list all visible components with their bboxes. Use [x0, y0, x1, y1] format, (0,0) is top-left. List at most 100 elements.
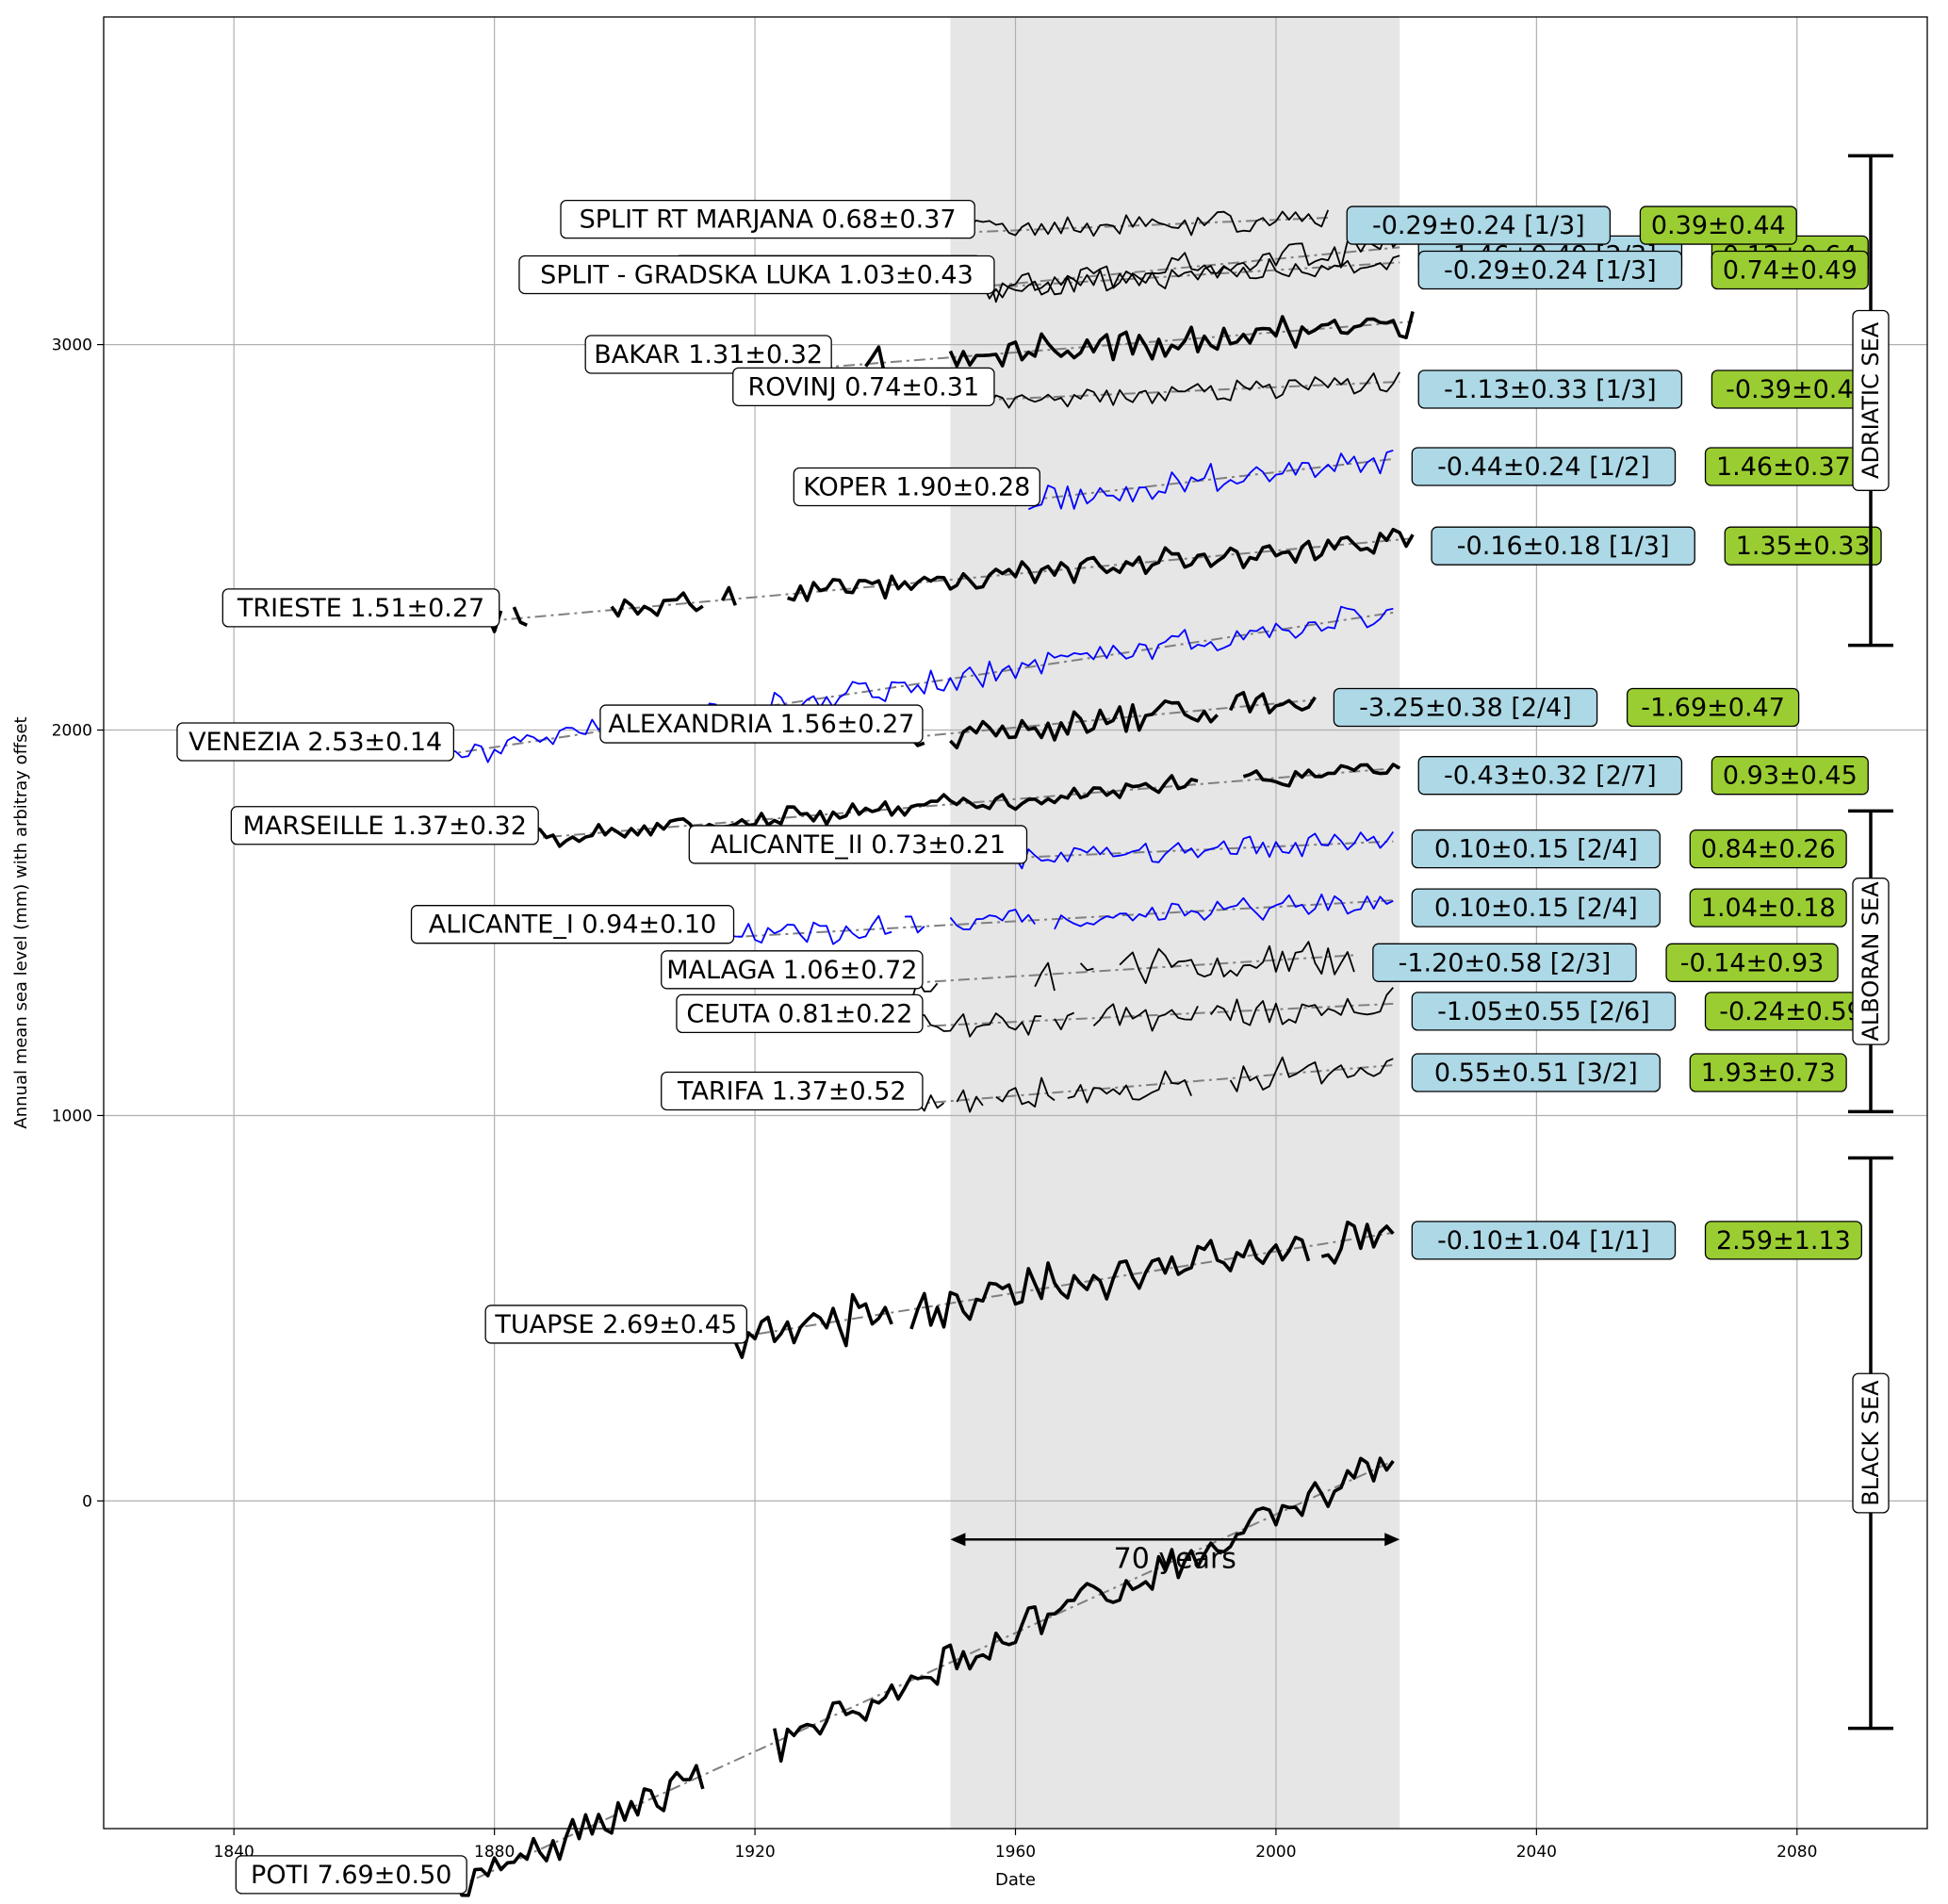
trend-badge-text: 0.10±0.15 [2/4] [1434, 894, 1638, 923]
recent-trend-badge: 0.39±0.44 [1639, 205, 1797, 245]
region-bracket: ADRIATIC SEA [1848, 154, 1893, 648]
station-label-box [688, 825, 1028, 864]
station-label-text: BAKAR 1.31±0.32 [594, 340, 823, 369]
series-line [982, 371, 1400, 409]
series-line [1027, 449, 1394, 511]
station-label: TUAPSE 2.69±0.45 [484, 1305, 747, 1344]
trend-badge-text: -0.44±0.24 [1/2] [1437, 452, 1650, 482]
station-label-box [221, 588, 500, 628]
x-tick-label: 2080 [1776, 1843, 1817, 1862]
x-axis-title: Date [995, 1870, 1036, 1890]
recent-trend-badge: 1.35±0.33 [1724, 526, 1882, 566]
recent-trend-badge: -0.39±0.45 [1711, 369, 1885, 409]
recent-trend-badge-box [1711, 250, 1869, 290]
station-label-text: SPLIT RT MARJANA 0.68±0.37 [580, 205, 957, 235]
station-label-box [518, 254, 995, 295]
recent-trend-badge-text: -0.24±0.59 [1719, 997, 1863, 1026]
trend-badge-text: -0.10±1.04 [1/1] [1437, 1226, 1650, 1256]
station-label: TARIFA 1.37±0.52 [661, 1071, 924, 1111]
station-label-box [732, 367, 995, 407]
region-bracket: BLACK SEA [1848, 1156, 1893, 1731]
shaded-period-layer [950, 17, 1400, 1829]
span-label: 70 years [1114, 1542, 1236, 1575]
recent-trend-badge-box [1665, 943, 1839, 982]
series-line [910, 941, 1355, 1003]
recent-trend-badge: -0.14±0.93 [1665, 943, 1839, 982]
station-label-text: POTI 7.69±0.50 [251, 1861, 451, 1890]
station-label: VENEZIA 2.53±0.14 [176, 722, 455, 762]
shaded-period [950, 17, 1400, 1829]
trend-badge: -0.29±0.24 [1/3] [1346, 205, 1612, 245]
series-line [525, 763, 1401, 848]
trend-badge-text: -3.25±0.38 [2/4] [1359, 693, 1572, 722]
recent-trend-badge: 0.84±0.26 [1689, 829, 1847, 869]
station-label-box [599, 704, 924, 744]
station-label-box [661, 1071, 924, 1111]
recent-trend-badge: 0.93±0.45 [1711, 756, 1869, 796]
axes-layer: 1840 1880 1920 1960 2000 2040 2080010002000300… [52, 16, 1928, 1862]
station-label: BAKAR 1.31±0.32 [584, 335, 832, 374]
trend-badge-box [1333, 687, 1598, 728]
trend-badge-text: -0.16±0.18 [1/3] [1457, 532, 1670, 561]
station-label-box [676, 993, 924, 1034]
station-label-box [230, 806, 539, 845]
plot-frame [103, 16, 1928, 1830]
labels-layer: DUBROVNIK 1.59±0.41-1.46±0.49 [2/3]0.12±… [176, 199, 1885, 1895]
trend-badge-box [1411, 1221, 1677, 1260]
y-tick-label: 1000 [52, 1107, 92, 1125]
y-tick-label: 0 [82, 1492, 92, 1511]
series-line [453, 1456, 1395, 1897]
station-label-text: ALEXANDRIA 1.56±0.27 [608, 710, 914, 739]
y-axis-title: Annual mean sea level (mm) with arbitray… [11, 716, 31, 1128]
trend-badge-box [1411, 1053, 1661, 1092]
station-label-text: SPLIT - GRADSKA LUKA 1.03±0.43 [540, 260, 974, 289]
recent-trend-badge: -0.24±0.59 [1704, 992, 1878, 1031]
region-label-box [1852, 309, 1890, 491]
recent-trend-badge-text: -0.14±0.93 [1680, 948, 1825, 977]
trend-badge-box [1417, 756, 1683, 796]
trend-badge-box [1411, 992, 1677, 1031]
series-line [721, 894, 1394, 945]
region-label-box [1852, 1372, 1890, 1514]
trend-badge-text: -0.29±0.24 [1/3] [1444, 256, 1657, 286]
trend-badge: -0.44±0.24 [1/2] [1411, 447, 1677, 486]
trend-badge: -0.16±0.18 [1/3] [1431, 526, 1695, 566]
trend-badge-text: -1.20±0.58 [2/3] [1399, 948, 1612, 977]
trend-line [982, 261, 1400, 289]
trend-badge: 0.10±0.15 [2/4] [1411, 888, 1661, 927]
station-label-box [484, 1305, 747, 1344]
x-tick-label: 1960 [995, 1843, 1036, 1862]
recent-trend-badge-text: 1.04±0.18 [1701, 894, 1836, 923]
series-line [486, 527, 1415, 633]
recent-trend-badge-text: 0.74±0.49 [1723, 256, 1858, 286]
recent-trend-badge-text: 1.93±0.73 [1701, 1059, 1836, 1088]
series-layer [441, 209, 1415, 1897]
trend-badge: -3.25±0.38 [2/4] [1333, 687, 1598, 728]
x-tick-label: 1880 [474, 1843, 515, 1862]
trend-badge: 0.10±0.15 [2/4] [1411, 829, 1661, 869]
recent-trend-badge: 1.93±0.73 [1689, 1053, 1847, 1092]
trend-badge-text: 0.55±0.51 [3/2] [1434, 1059, 1638, 1088]
trend-badge: -0.10±1.04 [1/1] [1411, 1221, 1677, 1260]
regions-layer: ADRIATIC SEA ALBORAN SEA BLACK SEA [1848, 154, 1893, 1731]
station-label: CEUTA 0.81±0.22 [676, 993, 924, 1034]
recent-trend-badge: 0.74±0.49 [1711, 250, 1869, 290]
trend-badge-text: -1.13±0.33 [1/3] [1444, 375, 1657, 404]
region-label-box [1852, 878, 1890, 1045]
station-label-box [584, 335, 832, 374]
recent-trend-badge-text: 0.93±0.45 [1723, 762, 1858, 791]
recent-trend-badge-box [1626, 687, 1800, 728]
trend-line [1028, 457, 1394, 501]
series-line [910, 987, 1394, 1038]
trend-badge-box [1431, 526, 1695, 566]
station-label-text: ALICANTE_I 0.94±0.10 [429, 911, 716, 940]
recent-trend-badge-box [1724, 526, 1882, 566]
station-label: SPLIT - GRADSKA LUKA 1.03±0.43 [518, 254, 995, 295]
trend-badge: 0.55±0.51 [3/2] [1411, 1053, 1661, 1092]
station-label-text: KOPER 1.90±0.28 [803, 472, 1030, 501]
trend-badge-text: -1.05±0.55 [2/6] [1437, 997, 1650, 1026]
region-label: ADRIATIC SEA [1858, 321, 1884, 479]
span-arrow-head-left [950, 1533, 966, 1547]
y-tick-label: 2000 [52, 722, 92, 741]
